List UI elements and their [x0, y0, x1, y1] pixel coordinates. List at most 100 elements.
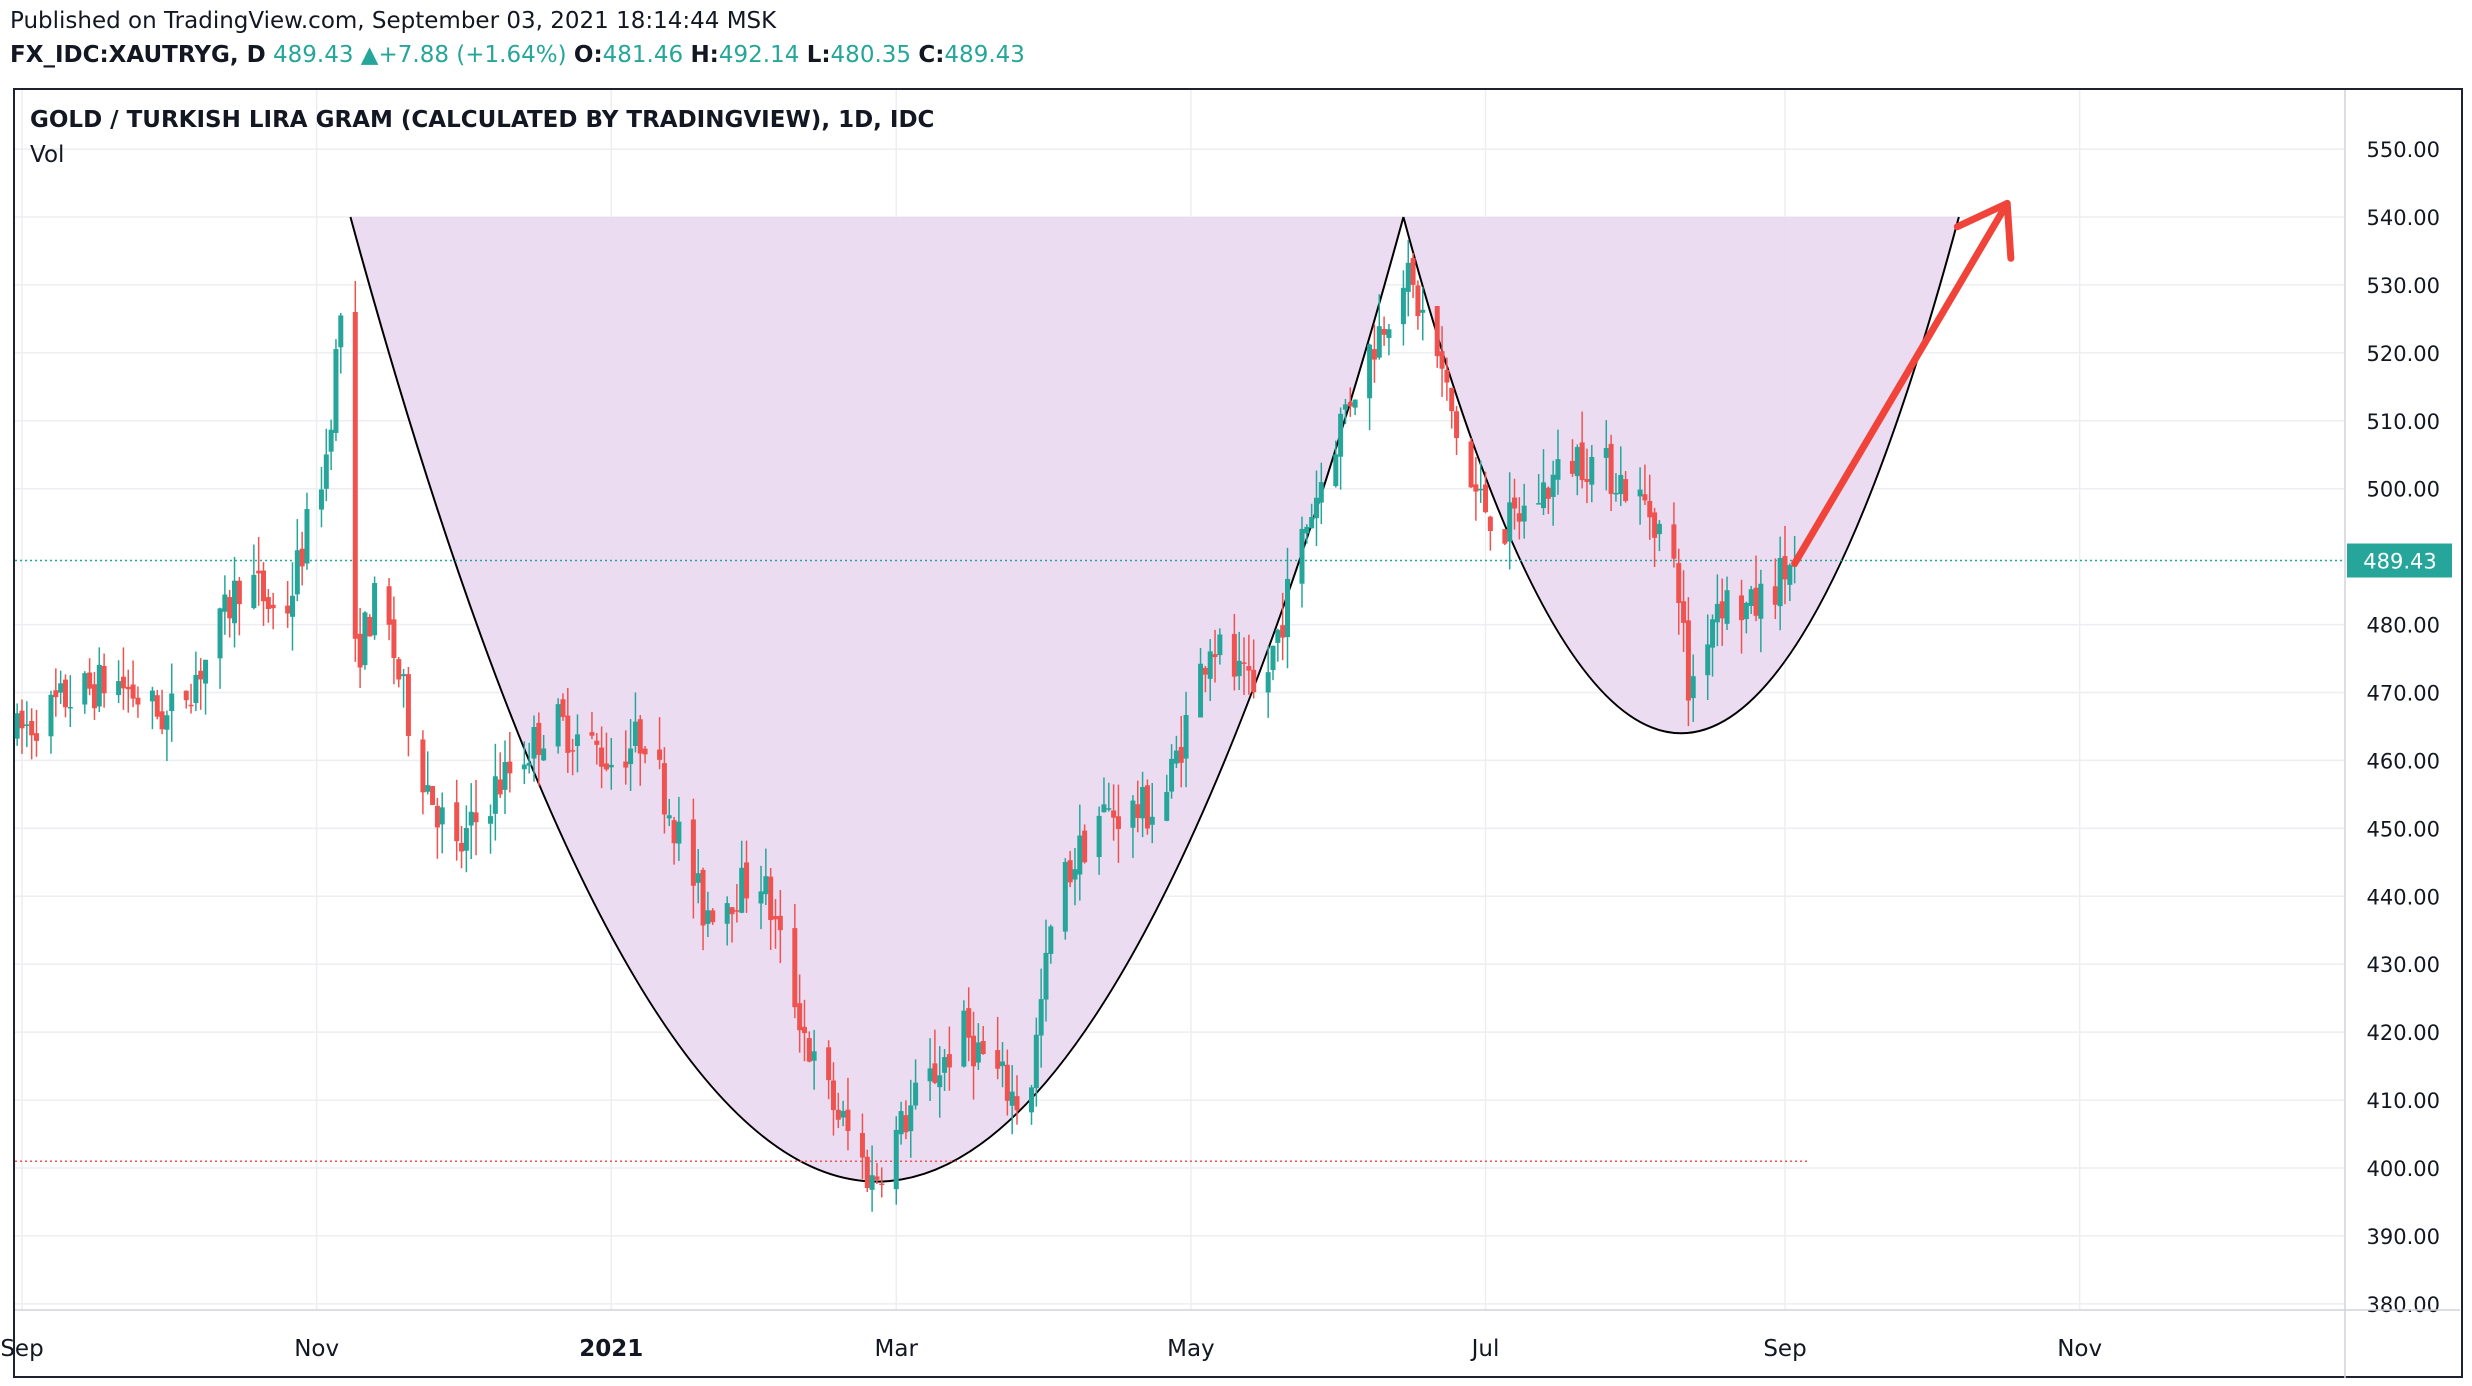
candle-up — [676, 796, 682, 861]
candle-up — [1173, 735, 1179, 768]
candle-body — [1371, 349, 1377, 360]
candle-body — [420, 739, 426, 793]
candle-down — [1671, 502, 1677, 568]
candle-down — [473, 779, 479, 856]
candle-body — [1685, 620, 1691, 701]
candle-body — [468, 811, 474, 826]
y-tick-label: 390.00 — [2367, 1225, 2440, 1249]
candle-body — [367, 616, 373, 637]
candle-down — [1371, 324, 1377, 383]
candle-body — [541, 748, 547, 761]
price-badge-text: 489.43 — [2363, 550, 2436, 574]
x-tick-label: Sep — [1763, 1336, 1806, 1362]
candle-body — [67, 707, 73, 709]
candle-up — [531, 715, 537, 782]
candle-body — [1555, 459, 1561, 480]
candle-down — [227, 589, 233, 638]
candle-down — [637, 714, 643, 786]
candle-body — [1246, 666, 1252, 671]
candle-body — [1690, 676, 1696, 699]
y-tick-label: 500.00 — [2367, 478, 2440, 502]
candle-up — [372, 576, 378, 640]
candle-down — [1067, 850, 1073, 888]
candle-up — [463, 805, 469, 873]
candle-down — [603, 732, 609, 772]
candle-up — [1028, 1084, 1034, 1125]
last-price: 489.43 — [273, 42, 354, 68]
candle-up — [705, 891, 711, 938]
y-tick-label: 410.00 — [2367, 1089, 2440, 1113]
candle-body — [1671, 524, 1677, 559]
candle-up — [1710, 614, 1716, 677]
candle-body — [589, 732, 595, 736]
candle-body — [270, 604, 276, 609]
candle-up — [193, 651, 199, 712]
candle-body — [101, 665, 107, 694]
candle-down — [188, 683, 194, 714]
current-price-badge: 489.43 — [2347, 543, 2452, 578]
candle-up — [1149, 782, 1155, 844]
y-tick-label: 450.00 — [2367, 817, 2440, 841]
candle-up — [1613, 473, 1619, 502]
candle-up — [1656, 519, 1662, 552]
symbol-label[interactable]: FX_IDC:XAUTRYG, D — [10, 42, 266, 68]
candle-body — [33, 733, 39, 741]
candle-up — [492, 743, 498, 841]
candle-body — [1333, 454, 1339, 487]
candle-body — [1724, 590, 1730, 624]
candle-up — [1033, 1017, 1039, 1107]
candle-body — [48, 694, 54, 737]
candle-up — [14, 703, 20, 746]
candle-body — [801, 1026, 807, 1034]
candle-down — [995, 1016, 1001, 1080]
candle-up — [333, 339, 339, 441]
candle-down — [864, 1149, 870, 1193]
candle-body — [1284, 578, 1290, 638]
candle-body — [386, 586, 392, 625]
candle-up — [1000, 1042, 1006, 1088]
candle-body — [594, 740, 600, 745]
y-tick-label: 550.00 — [2367, 138, 2440, 162]
open-label: O: — [573, 42, 603, 68]
candle-body — [1579, 442, 1585, 481]
candle-body — [1082, 830, 1088, 863]
candle-body — [1072, 869, 1078, 880]
candle-body — [24, 724, 30, 726]
candle-up — [927, 1038, 933, 1101]
candle-body — [1483, 484, 1489, 513]
candle-up — [1333, 440, 1339, 488]
candle-body — [1000, 1061, 1006, 1067]
candle-body — [164, 715, 170, 730]
candle-body — [705, 910, 711, 924]
candle-down — [101, 653, 107, 708]
candle-body — [1164, 792, 1170, 821]
candle-body — [869, 1175, 875, 1190]
candle-body — [1507, 502, 1513, 542]
candle-body — [1033, 1034, 1039, 1089]
candle-body — [203, 659, 209, 684]
candle-up — [811, 1029, 817, 1090]
candle-down — [1502, 528, 1508, 546]
candle-up — [1536, 474, 1542, 505]
candle-body — [338, 315, 344, 348]
candle-up — [232, 556, 238, 648]
candle-body — [502, 762, 508, 790]
candle-body — [1478, 488, 1484, 491]
candle-body — [425, 785, 431, 792]
candle-body — [835, 1109, 841, 1120]
low-value: 480.35 — [830, 42, 912, 68]
candle-down — [536, 712, 542, 787]
candle-up — [1101, 777, 1107, 813]
candle-body — [599, 747, 605, 767]
candle-up — [1270, 645, 1276, 681]
candle-down — [1473, 456, 1479, 521]
candle-down — [1241, 637, 1247, 696]
candle-down — [1144, 779, 1150, 835]
candle-body — [130, 684, 136, 699]
candle-body — [1753, 587, 1759, 616]
candle-body — [1038, 999, 1044, 1036]
candle-body — [1603, 448, 1609, 458]
candle-down — [159, 689, 165, 735]
candle-body — [58, 683, 64, 693]
